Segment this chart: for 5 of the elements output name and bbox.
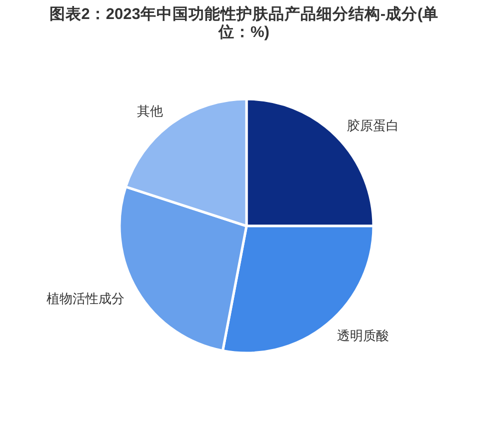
slice-label: 胶原蛋白 <box>346 118 399 134</box>
slice-label: 透明质酸 <box>337 328 390 343</box>
slice-label: 其他 <box>137 104 164 119</box>
slice-label: 植物活性成分 <box>46 290 124 306</box>
chart-title: 图表2：2023年中国功能性护肤品产品细分结构-成分(单位：%) <box>48 6 440 42</box>
